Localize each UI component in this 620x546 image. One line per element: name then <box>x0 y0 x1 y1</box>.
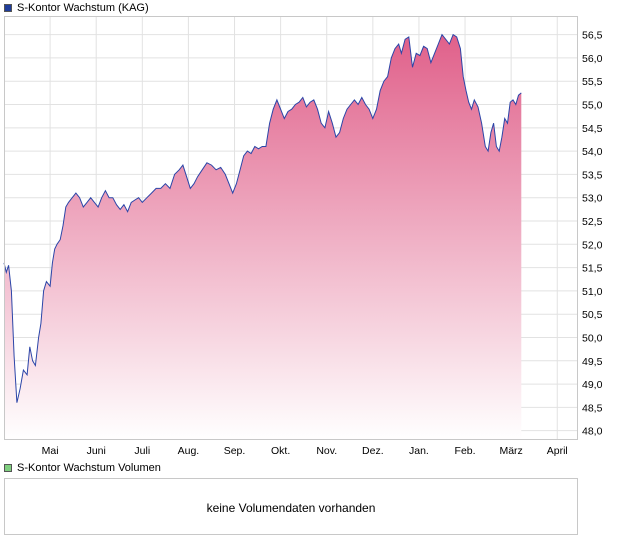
x-tick-label: Okt. <box>271 445 290 457</box>
x-tick-label: Nov. <box>316 445 337 457</box>
y-tick-label: 56,5 <box>582 30 603 42</box>
x-tick-label: Feb. <box>455 445 476 457</box>
plot-frame <box>4 16 578 440</box>
y-tick-label: 52,0 <box>582 239 603 251</box>
price-legend-label: S-Kontor Wachstum (KAG) <box>17 2 149 14</box>
y-tick-label: 53,5 <box>582 169 603 181</box>
x-tick-label: Mai <box>42 445 59 457</box>
x-tick-label: Dez. <box>362 445 384 457</box>
y-tick-label: 48,0 <box>582 426 603 438</box>
y-tick-label: 52,5 <box>582 216 603 228</box>
x-tick-label: März <box>499 445 522 457</box>
x-tick-label: Aug. <box>178 445 200 457</box>
volume-empty-message: keine Volumendaten vorhanden <box>206 501 376 515</box>
y-tick-label: 51,0 <box>582 286 603 298</box>
x-tick-label: April <box>547 445 568 457</box>
x-tick-label: Juli <box>134 445 150 457</box>
y-tick-label: 54,5 <box>582 123 603 135</box>
y-tick-label: 53,0 <box>582 193 603 205</box>
y-tick-label: 50,0 <box>582 332 603 344</box>
y-tick-label: 51,5 <box>582 263 603 275</box>
price-legend: S-Kontor Wachstum (KAG) <box>4 1 149 15</box>
y-tick-label: 48,5 <box>582 402 603 414</box>
volume-legend-label: S-Kontor Wachstum Volumen <box>17 462 161 474</box>
y-tick-label: 50,5 <box>582 309 603 321</box>
volume-panel: keine Volumendaten vorhanden <box>4 478 578 535</box>
series-area <box>4 34 522 440</box>
y-tick-label: 56,0 <box>582 53 603 65</box>
volume-legend: S-Kontor Wachstum Volumen <box>4 461 161 475</box>
volume-legend-swatch <box>4 464 12 472</box>
y-tick-label: 49,0 <box>582 379 603 391</box>
x-tick-label: Jan. <box>409 445 429 457</box>
y-tick-label: 49,5 <box>582 356 603 368</box>
x-tick-label: Juni <box>87 445 106 457</box>
y-tick-label: 54,0 <box>582 146 603 158</box>
series-line <box>3 33 522 403</box>
y-tick-label: 55,5 <box>582 76 603 88</box>
price-chart: 56,5 56,0 55,5 55,0 54,5 54,0 53,5 53,0 52,5 52,0… <box>3 16 603 457</box>
x-tick-label: Sep. <box>224 445 246 457</box>
price-legend-swatch <box>4 4 12 12</box>
y-tick-label: 55,0 <box>582 100 603 112</box>
